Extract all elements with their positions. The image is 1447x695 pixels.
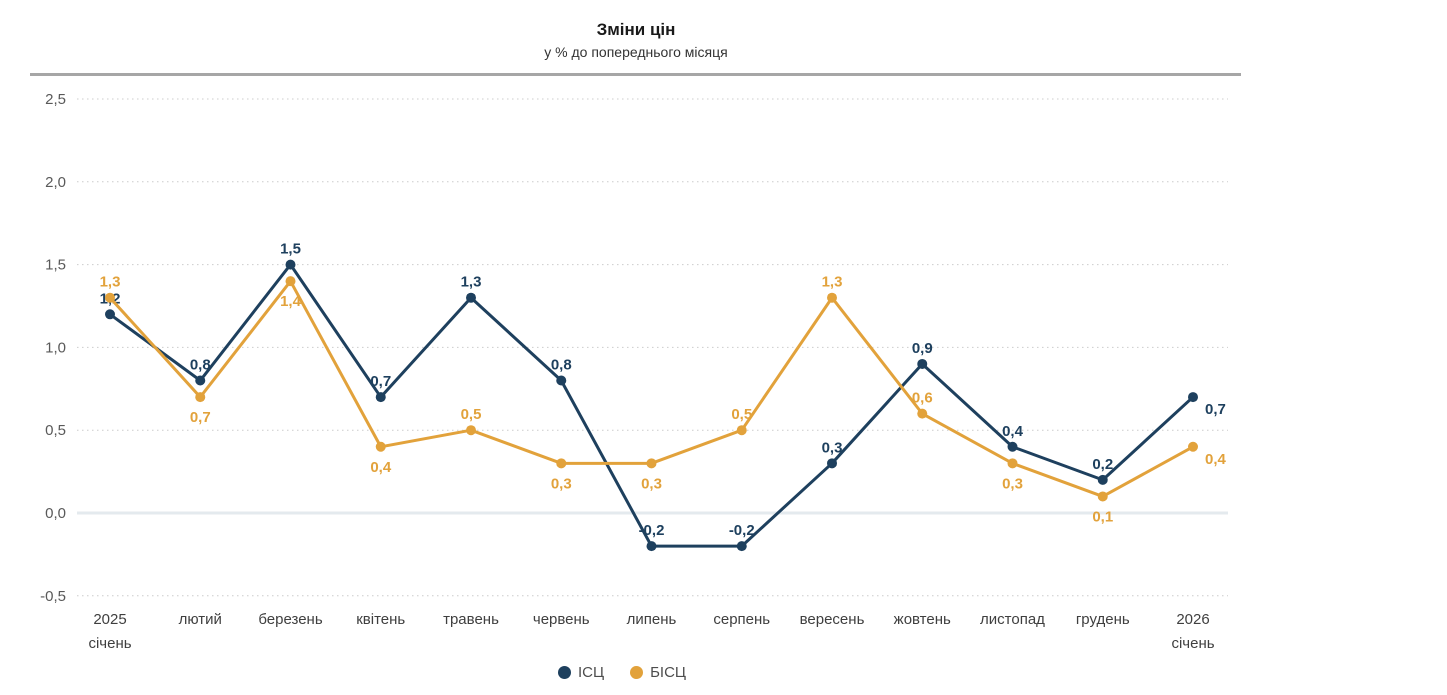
legend-label-bicc: БІСЦ — [650, 664, 687, 681]
data-point — [195, 375, 206, 386]
data-point — [736, 541, 747, 552]
y-axis-tick: 0,5 — [45, 422, 66, 439]
data-label: 0,5 — [461, 406, 482, 423]
x-axis-tick: листопад — [980, 611, 1045, 628]
data-point — [375, 441, 386, 452]
data-point — [466, 425, 476, 436]
data-label: 0,3 — [551, 475, 572, 492]
data-label: 1,4 — [280, 293, 302, 310]
data-label: 0,8 — [551, 357, 572, 374]
data-label: -0,2 — [639, 522, 665, 539]
x-axis-tick: червень — [533, 611, 590, 628]
data-point — [827, 292, 837, 303]
x-axis-tick: грудень — [1076, 611, 1130, 628]
legend: ІСЦ БІСЦ — [0, 664, 1244, 681]
data-point — [375, 392, 386, 403]
data-label: 1,3 — [100, 274, 121, 291]
x-axis-tick: серпень — [713, 611, 770, 628]
data-label: 0,8 — [190, 357, 211, 374]
data-label: 1,3 — [822, 274, 843, 291]
data-point — [827, 458, 837, 469]
data-label: 0,2 — [1092, 456, 1113, 473]
data-point — [1188, 392, 1198, 403]
data-label: 0,7 — [1205, 401, 1226, 418]
x-axis-tick: 2026 січень — [1171, 611, 1214, 652]
data-label: 0,7 — [190, 409, 211, 426]
y-axis-tick: 0,0 — [45, 505, 66, 522]
y-axis-tick: 1,5 — [45, 257, 66, 274]
data-point — [556, 375, 567, 386]
data-point — [195, 392, 206, 403]
data-point — [736, 425, 747, 436]
x-axis-tick: жовтень — [894, 611, 951, 628]
y-axis-tick: 2,5 — [45, 91, 66, 108]
data-point — [285, 259, 296, 270]
data-point — [646, 458, 657, 469]
data-label: 0,7 — [370, 373, 391, 390]
x-axis-tick: липень — [627, 611, 677, 628]
y-axis-tick: 2,0 — [45, 174, 66, 191]
data-point — [1097, 491, 1108, 502]
legend-item-bicc[interactable]: БІСЦ — [630, 664, 686, 681]
data-point — [917, 408, 928, 419]
y-axis-tick: 1,0 — [45, 339, 66, 356]
data-point — [105, 292, 115, 303]
legend-marker-bicc-icon — [630, 666, 644, 679]
x-axis-tick: квітень — [356, 611, 405, 628]
data-label: 0,9 — [912, 340, 933, 357]
data-label: 0,5 — [731, 406, 752, 423]
x-axis-tick: травень — [443, 611, 499, 628]
x-axis-tick: 2025 січень — [88, 611, 131, 652]
legend-item-icc[interactable]: ІСЦ — [557, 664, 605, 681]
header-divider — [30, 73, 1241, 76]
x-axis-tick: березень — [258, 611, 322, 628]
data-label: 1,5 — [280, 241, 301, 258]
data-label: 0,4 — [1002, 423, 1024, 440]
data-point — [1188, 441, 1198, 452]
data-label: -0,2 — [729, 522, 755, 539]
data-label: 0,3 — [1002, 475, 1023, 492]
legend-label-icc: ІСЦ — [577, 664, 605, 681]
data-label: 0,1 — [1092, 508, 1113, 525]
x-axis-tick: лютий — [179, 611, 222, 628]
series-line-ІСЦ — [108, 263, 1195, 548]
y-axis-tick: -0,5 — [40, 588, 66, 605]
data-label: 0,3 — [822, 439, 843, 456]
data-label: 0,4 — [1205, 451, 1227, 468]
x-axis-tick: вересень — [800, 611, 865, 628]
data-point — [466, 292, 476, 303]
legend-marker-icc-icon — [557, 666, 571, 679]
data-label: 0,3 — [641, 475, 662, 492]
data-label: 0,6 — [912, 390, 933, 407]
chart-header: Зміни цін у % до попереднього місяця — [0, 18, 1272, 63]
data-point — [917, 358, 928, 369]
data-point — [646, 541, 657, 552]
data-label: 1,3 — [461, 274, 482, 291]
data-point — [105, 309, 115, 320]
data-point — [1097, 474, 1108, 485]
data-label: 0,4 — [370, 459, 392, 476]
data-point — [1007, 441, 1018, 452]
data-point — [556, 458, 567, 469]
data-point — [1007, 458, 1018, 469]
chart-subtitle: у % до попереднього місяця — [544, 44, 728, 60]
data-point — [285, 276, 296, 287]
chart-title: Зміни цін — [596, 20, 676, 39]
